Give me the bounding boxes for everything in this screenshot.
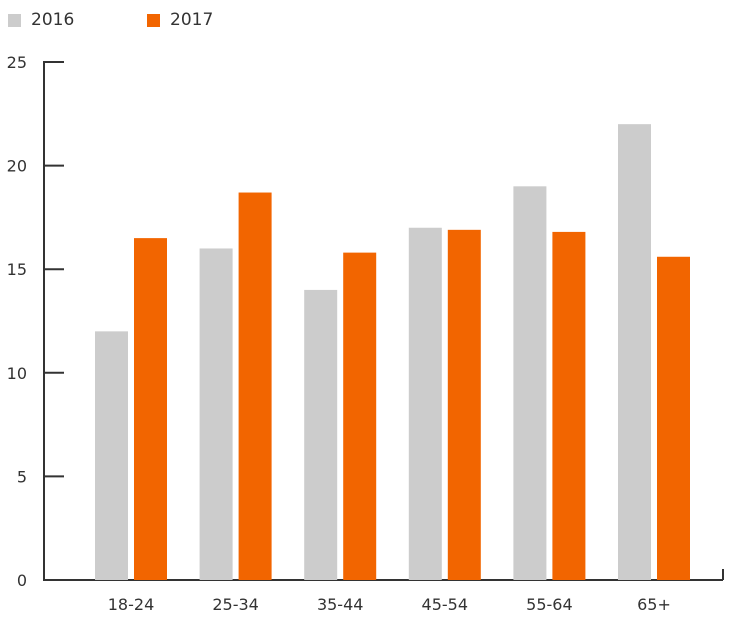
y-tick-label-15: 15 xyxy=(7,260,27,279)
y-tick-label-20: 20 xyxy=(7,157,27,176)
y-tick-label-25: 25 xyxy=(7,53,27,72)
bar-2017-45-54 xyxy=(447,229,481,580)
y-tick-label-0: 0 xyxy=(17,571,27,590)
x-tick-label-25-34: 25-34 xyxy=(212,595,259,614)
legend-item-2017: 2017 xyxy=(147,8,213,32)
bar-2016-18-24 xyxy=(95,331,128,580)
bar-2016-35-44 xyxy=(304,289,338,580)
bar-2017-18-24 xyxy=(134,238,167,580)
y-tick-label-10: 10 xyxy=(7,364,27,383)
bar-2016-25-34 xyxy=(199,248,233,581)
bar-2017-25-34 xyxy=(238,192,272,580)
bar-2017-55-64 xyxy=(552,231,586,581)
legend-swatch-2017 xyxy=(147,13,160,27)
legend-swatch-2016 xyxy=(8,13,21,27)
x-tick-label-18-24: 18-24 xyxy=(108,595,155,614)
x-tick-label-45-54: 45-54 xyxy=(422,595,469,614)
bar-2017-35-44 xyxy=(343,252,377,580)
legend-label-2016: 2016 xyxy=(31,10,75,30)
x-tick-label-35-44: 35-44 xyxy=(317,595,364,614)
bar-2016-65+ xyxy=(618,124,651,580)
chart-legend: 2016 2017 xyxy=(8,8,268,32)
x-tick-label-65+: 65+ xyxy=(637,595,671,614)
legend-item-2016: 2016 xyxy=(8,8,74,32)
x-tick-label-55-64: 55-64 xyxy=(526,595,573,614)
bar-2017-65+ xyxy=(657,256,690,580)
bar-2016-55-64 xyxy=(513,186,547,580)
legend-label-2017: 2017 xyxy=(170,10,214,30)
bar-2016-45-54 xyxy=(408,227,442,580)
y-tick-label-5: 5 xyxy=(17,467,27,486)
